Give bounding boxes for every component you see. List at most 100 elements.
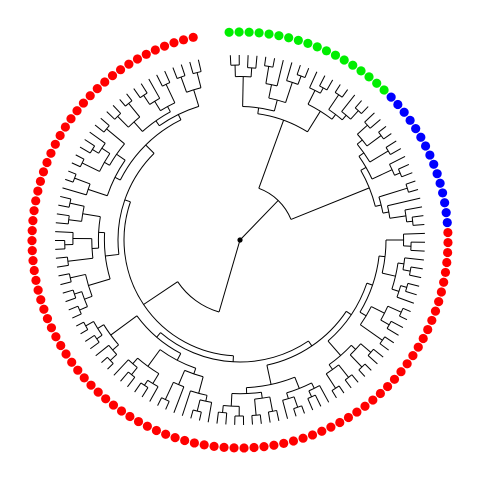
tree-branch — [85, 335, 94, 341]
tip-dot — [72, 106, 81, 115]
tree-branch — [157, 333, 161, 338]
tip-dot — [219, 443, 228, 452]
tip-dot — [36, 295, 45, 304]
tree-arc — [125, 101, 132, 106]
tip-dot — [43, 314, 52, 323]
tip-dot — [360, 402, 369, 411]
tree-branch — [286, 82, 293, 102]
tree-branch — [401, 286, 407, 288]
tree-branch — [259, 120, 284, 188]
tree-branch — [181, 65, 185, 76]
tip-dot — [209, 442, 218, 451]
tip-dot — [61, 122, 70, 131]
tip-dot — [408, 351, 417, 360]
tree-branch — [371, 307, 384, 314]
tree-branch — [367, 136, 381, 146]
tip-dot — [427, 316, 436, 325]
tree-branch — [121, 372, 129, 381]
tree-branch — [312, 383, 315, 388]
tree-branch — [273, 58, 275, 67]
tip-dot — [443, 238, 452, 247]
tree-branch — [141, 84, 147, 93]
tree-branch — [223, 406, 224, 413]
tip-dot — [189, 33, 198, 42]
tree-branch — [407, 221, 413, 222]
tip-dot — [433, 169, 442, 178]
tip-dot — [66, 114, 75, 123]
tree-branch — [105, 254, 119, 256]
tip-dot — [180, 436, 189, 445]
tip-dot — [376, 389, 385, 398]
tree-branch — [63, 188, 87, 195]
tip-dot — [51, 332, 60, 341]
tree-branch — [326, 374, 335, 388]
tip-dot — [308, 430, 317, 439]
tip-dot — [340, 55, 349, 64]
tip-dot — [335, 418, 344, 427]
tree-branch — [90, 342, 99, 348]
tree-branch — [277, 60, 283, 86]
tree-branch — [297, 65, 300, 74]
tree-branch — [265, 57, 266, 66]
tree-branch — [177, 353, 181, 360]
tree-arc — [80, 159, 84, 167]
tree-branch — [110, 355, 116, 361]
tip-dot — [100, 77, 109, 86]
tree-branch — [173, 68, 177, 79]
tree-arc — [109, 345, 117, 354]
tree-branch — [379, 188, 407, 197]
tree-branch — [153, 374, 159, 384]
tip-dot — [439, 278, 448, 287]
tree-arc — [387, 321, 391, 328]
tree-branch — [351, 111, 359, 119]
tree-branch — [92, 149, 98, 153]
tip-dot — [303, 39, 312, 48]
tip-dot — [279, 439, 288, 448]
tree-branch — [191, 410, 193, 418]
tree-branch — [194, 90, 199, 107]
tree-branch — [148, 350, 160, 367]
tree-branch — [82, 163, 99, 172]
tip-dot — [421, 141, 430, 150]
tree-branch — [383, 212, 389, 213]
tree-arc — [380, 337, 385, 344]
tree-branch — [365, 113, 375, 122]
tip-dot — [200, 440, 209, 449]
tree-arc — [99, 143, 106, 153]
tree-branch — [165, 382, 173, 399]
tree-branch — [83, 214, 101, 217]
tip-dot — [73, 366, 82, 375]
tree-arc — [332, 386, 339, 391]
tree-branch — [231, 394, 232, 407]
tree-branch — [370, 151, 388, 162]
tree-branch — [359, 153, 364, 156]
tree-branch — [408, 190, 418, 193]
tree-branch — [156, 121, 159, 126]
tip-dot — [423, 325, 432, 334]
tree-branch — [135, 383, 141, 392]
tree-branch — [359, 370, 365, 377]
tree-arc — [68, 216, 69, 224]
tree-branch — [380, 344, 389, 350]
tree-arc — [357, 144, 370, 162]
tree-branch — [142, 388, 148, 397]
tree-branch — [320, 386, 329, 403]
tree-branch — [127, 94, 132, 101]
tip-dot — [442, 258, 451, 267]
tip-dot — [101, 394, 110, 403]
tree-branch — [199, 377, 203, 394]
tree-branch — [155, 101, 161, 110]
tree-branch — [267, 365, 271, 384]
tree-branch — [320, 76, 325, 86]
tree-branch — [266, 66, 269, 83]
tip-dot — [437, 287, 446, 296]
tip-dot — [67, 358, 76, 367]
tip-dot — [80, 373, 89, 382]
tree-branch — [57, 265, 68, 267]
tip-dot — [56, 131, 65, 140]
tip-dot — [108, 71, 117, 80]
tree-arc — [342, 112, 351, 120]
tree-arc — [67, 257, 68, 265]
tip-dot — [116, 65, 125, 74]
tip-dot — [393, 100, 402, 109]
